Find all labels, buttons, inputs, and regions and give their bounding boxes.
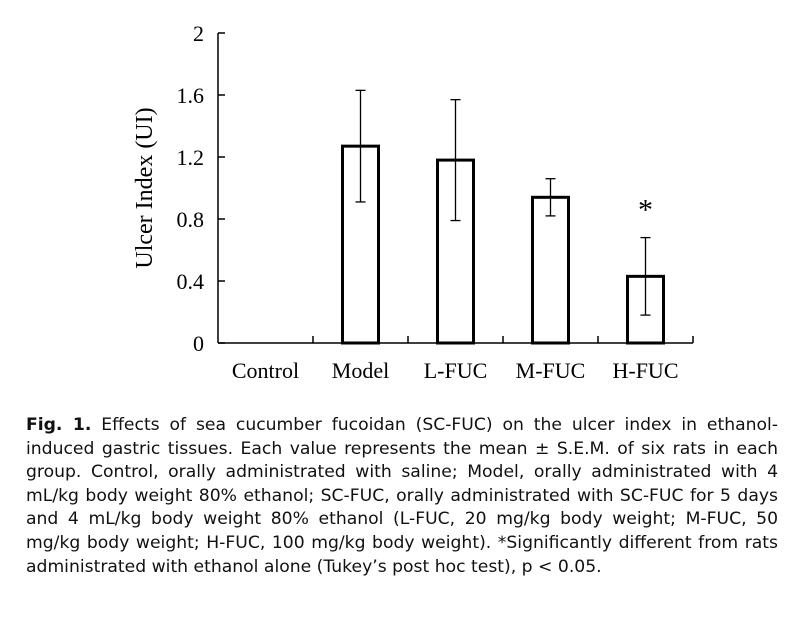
x-tick-label-3: M-FUC <box>516 358 586 383</box>
y-tick-label-2: 0.8 <box>177 207 205 232</box>
x-tick-label-0: Control <box>232 358 299 383</box>
x-tick-label-2: L-FUC <box>424 358 488 383</box>
y-axis-label: Ulcer Index (UI) <box>132 107 158 268</box>
bar-chart: * 0 0.4 0.8 1.2 1.6 2 Control Model L-FUC M-FUC H-… <box>132 21 694 383</box>
chart-tick-labels: 0 0.4 0.8 1.2 1.6 2 Control Model L-FUC M-FUC H-FU… <box>177 21 679 383</box>
significance-mark-4: * <box>638 194 653 227</box>
y-tick-label-1: 0.4 <box>177 269 205 294</box>
caption-label: Fig. 1. <box>26 415 92 435</box>
y-tick-label-0: 0 <box>193 331 204 356</box>
x-tick-label-4: H-FUC <box>612 358 678 383</box>
figure-caption: Fig. 1. Effects of sea cucumber fucoidan… <box>26 414 778 579</box>
y-tick-label-4: 1.6 <box>177 83 205 108</box>
y-tick-label-3: 1.2 <box>177 145 205 170</box>
y-tick-label-5: 2 <box>193 21 204 46</box>
x-tick-label-1: Model <box>332 358 389 383</box>
chart-bars: * <box>341 89 665 345</box>
bar-3 <box>531 195 570 345</box>
bar-1 <box>341 144 380 345</box>
caption-text: Effects of sea cucumber fucoidan (SC-FUC… <box>26 415 778 577</box>
